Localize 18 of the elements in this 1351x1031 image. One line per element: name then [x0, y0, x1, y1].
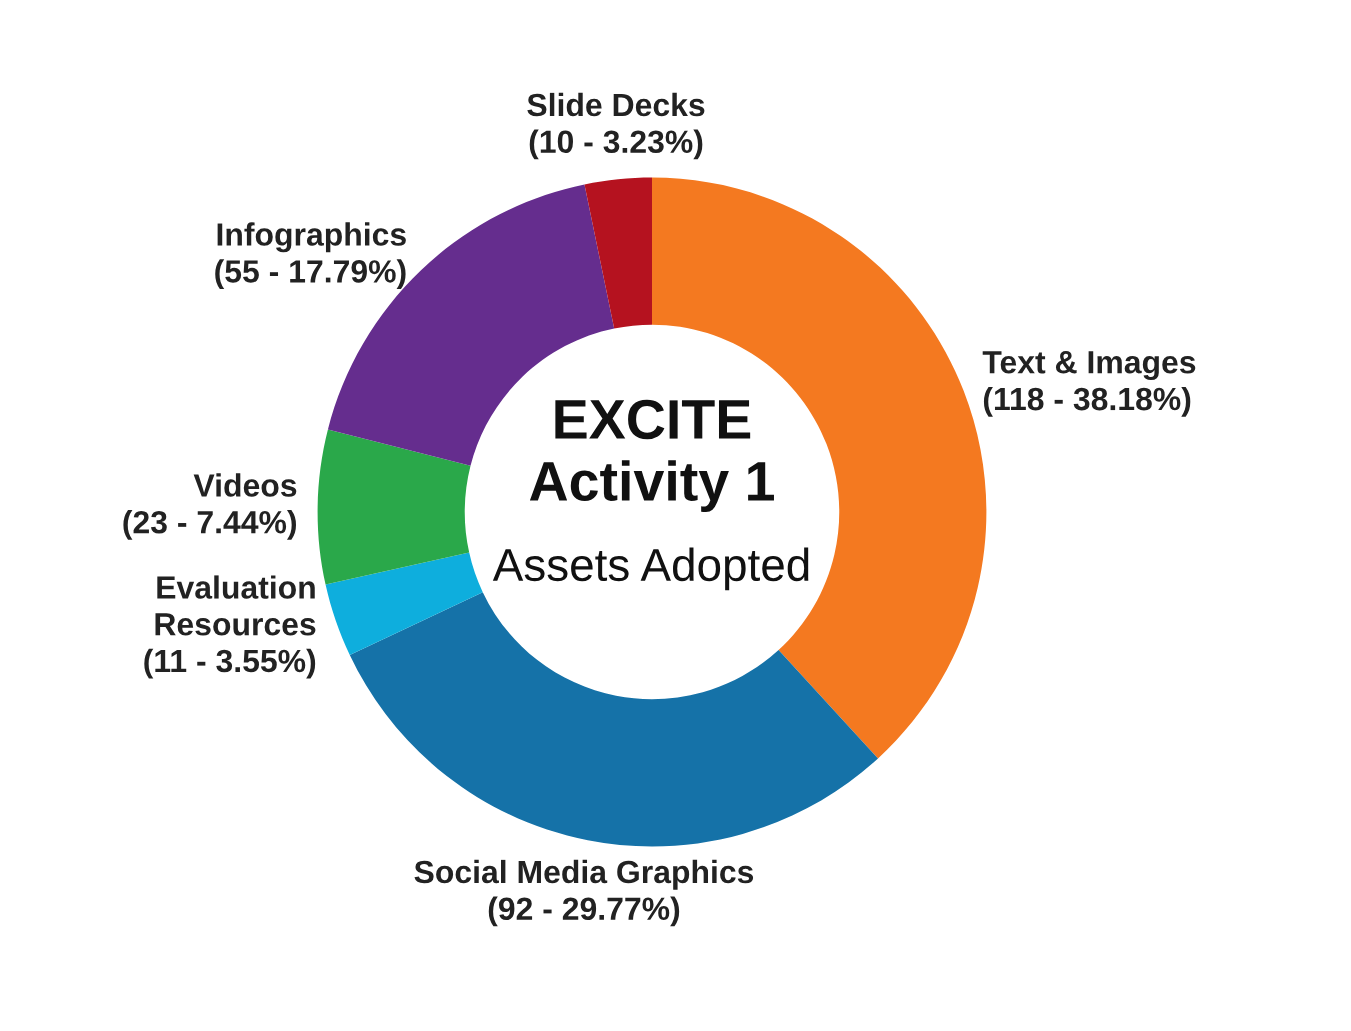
slice-label: Social Media Graphics [414, 859, 754, 890]
data-label: (92 - 29.77%) [488, 896, 680, 927]
data-label: (10 - 3.23%) [529, 129, 703, 160]
data-label: (23 - 7.44%) [123, 510, 296, 540]
donut-slice [317, 429, 471, 585]
data-label: (11 - 3.55%) [144, 648, 316, 679]
donut-slice [584, 177, 652, 329]
text: EXCITE Activity 1 [529, 399, 774, 512]
slice-label: Evaluation Resources [155, 575, 316, 636]
data-label: (55 - 17.79%) [215, 259, 406, 290]
slice-label: Text & Images [982, 351, 1196, 380]
slice-label: Slide Decks [527, 92, 705, 117]
donut-slice [349, 592, 879, 847]
slice-label: Infographics [217, 222, 406, 253]
donut-slice [325, 552, 483, 656]
text: Assets Adopted [492, 547, 809, 591]
slice-label: Videos [193, 473, 297, 497]
data-label: (118 - 38.18%) [983, 386, 1191, 417]
